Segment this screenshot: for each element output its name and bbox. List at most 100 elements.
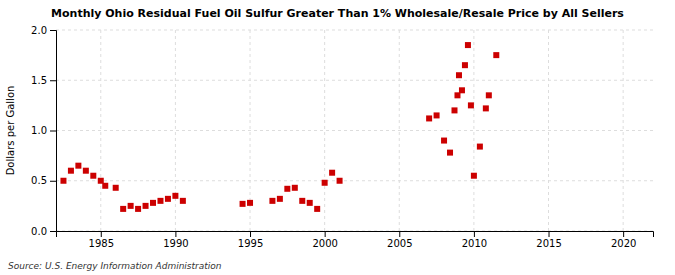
grid-line [56, 80, 653, 81]
tick: 1990 [163, 231, 188, 249]
point [172, 193, 178, 199]
point [247, 200, 253, 206]
grid-line [56, 180, 653, 181]
point [284, 186, 290, 192]
tick-mark [175, 231, 176, 237]
y-axis-title: Dollars per Gallon [5, 86, 16, 176]
point [477, 144, 483, 150]
point [451, 107, 457, 113]
point [143, 203, 149, 209]
point [441, 138, 447, 144]
tick-mark [250, 231, 251, 237]
point [128, 203, 134, 209]
grid-line [56, 30, 653, 31]
tick-label: 1995 [238, 238, 263, 249]
grid-line [56, 130, 653, 131]
tick-mark [623, 231, 624, 237]
point [120, 206, 126, 212]
tick-mark [50, 30, 56, 31]
tick: 1985 [89, 231, 114, 249]
tick-label: 2020 [611, 238, 636, 249]
point [307, 200, 313, 206]
y-axis: 0.0 0.5 1.0 1.5 2.0 [31, 25, 56, 237]
tick-label: 2000 [312, 238, 337, 249]
tick-mark [50, 80, 56, 81]
annotation: Source: U.S. Energy Information Administ… [8, 261, 222, 271]
grid [56, 30, 653, 231]
grid-line [175, 30, 176, 231]
chart: 1985 1990 1995 2000 2005 2010 2015 2020 0.0 0.5 1.… [0, 0, 675, 275]
plot: 1985 1990 1995 2000 2005 2010 2015 2020 0.0 0.5 1.… [31, 25, 653, 249]
axis-line [57, 232, 654, 238]
tick-label: 1985 [89, 238, 114, 249]
point [468, 102, 474, 108]
point [180, 198, 186, 204]
point [90, 173, 96, 179]
grid-line [473, 30, 474, 231]
grid-line [324, 30, 325, 231]
tick: 2010 [462, 231, 487, 249]
point [314, 206, 320, 212]
point [329, 170, 335, 176]
tick: 2020 [611, 231, 636, 249]
tick-label: 1990 [163, 238, 188, 249]
point [75, 163, 81, 169]
point [322, 180, 328, 186]
axis-line [50, 31, 57, 232]
tick-label: 1.5 [31, 75, 47, 86]
point [269, 198, 275, 204]
points [60, 42, 499, 212]
tick: 2005 [387, 231, 412, 249]
point [113, 185, 119, 191]
tick-label: 0.5 [31, 175, 47, 186]
point [462, 62, 468, 68]
point [483, 105, 489, 111]
tick: 1.0 [31, 125, 56, 136]
tick: 2000 [312, 231, 337, 249]
tick-mark [474, 231, 475, 237]
tick-label: 2015 [536, 238, 561, 249]
point [471, 173, 477, 179]
tick: 0.5 [31, 175, 56, 186]
x-axis: 1985 1990 1995 2000 2005 2010 2015 2020 [57, 231, 654, 249]
tick-mark [50, 131, 56, 132]
tick-label: 1.0 [31, 125, 47, 136]
tick-mark [549, 231, 550, 237]
point [102, 183, 108, 189]
point [337, 178, 343, 184]
point [465, 42, 471, 48]
tick: 2.0 [31, 25, 56, 36]
tick: 0.0 [31, 226, 56, 237]
point [68, 168, 74, 174]
tick-label: 0.0 [31, 226, 47, 237]
point [165, 196, 171, 202]
point [459, 87, 465, 93]
tick-label: 2010 [462, 238, 487, 249]
point [486, 92, 492, 98]
point [434, 112, 440, 118]
point [83, 168, 89, 174]
tick: 2015 [536, 231, 561, 249]
point [150, 200, 156, 206]
tick-mark [50, 231, 56, 232]
title: Monthly Ohio Residual Fuel Oil Sulfur Gr… [51, 7, 624, 20]
point [292, 185, 298, 191]
point [240, 201, 246, 207]
point [299, 198, 305, 204]
point [426, 115, 432, 121]
point [60, 178, 66, 184]
tick-mark [399, 231, 400, 237]
tick: 1995 [238, 231, 263, 249]
point [157, 198, 163, 204]
point [277, 196, 283, 202]
point [456, 72, 462, 78]
point [447, 150, 453, 156]
tick-label: 2005 [387, 238, 412, 249]
point [493, 52, 499, 58]
tick-label: 2.0 [31, 25, 47, 36]
tick-mark [325, 231, 326, 237]
tick-mark [101, 231, 102, 237]
tick: 1.5 [31, 75, 56, 86]
tick-mark [50, 181, 56, 182]
point [135, 206, 141, 212]
